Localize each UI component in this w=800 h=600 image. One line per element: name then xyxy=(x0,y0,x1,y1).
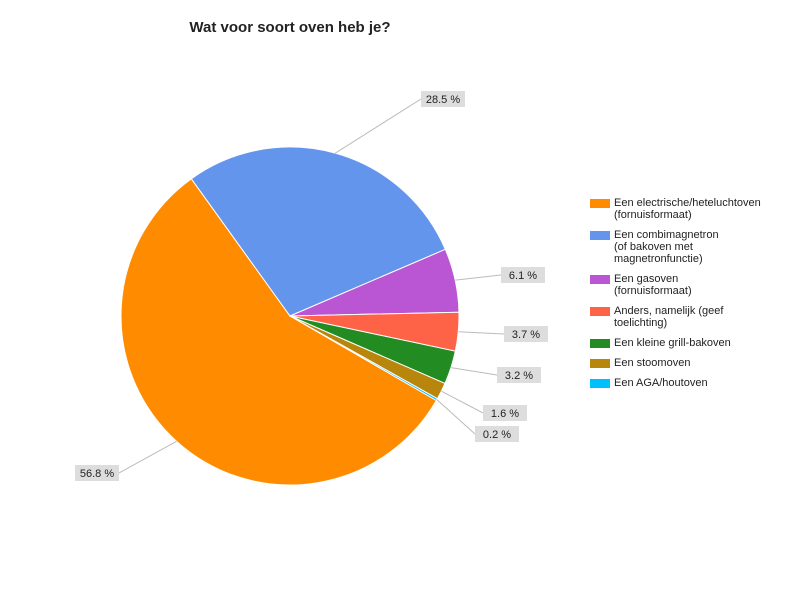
leader-line xyxy=(436,399,478,435)
legend-label: Een kleine grill-bakoven xyxy=(614,337,731,349)
label-box xyxy=(501,267,545,283)
legend-item: Een kleine grill-bakoven xyxy=(590,337,774,349)
legend-item: Een combimagnetron (of bakoven met magne… xyxy=(590,229,774,265)
data-label: 56.8 % xyxy=(80,468,114,480)
legend-item: Een stoomoven xyxy=(590,357,774,369)
legend-item: Een electrische/heteluchtoven (fornuisfo… xyxy=(590,197,774,221)
data-label: 6.1 % xyxy=(509,270,537,282)
legend-item: Een gasoven (fornuisformaat) xyxy=(590,273,774,297)
legend-swatch xyxy=(590,275,610,284)
legend-swatch xyxy=(590,339,610,348)
label-box xyxy=(483,405,527,421)
legend-label: Een stoomoven xyxy=(614,357,691,369)
leader-line xyxy=(458,331,507,335)
legend-label: Anders, namelijk (geef toelichting) xyxy=(614,305,724,329)
label-box xyxy=(75,465,119,481)
leader-line xyxy=(334,98,424,154)
legend-item: Anders, namelijk (geef toelichting) xyxy=(590,305,774,329)
label-box xyxy=(504,326,548,342)
legend-label: Een combimagnetron (of bakoven met magne… xyxy=(614,229,719,265)
legend-swatch xyxy=(590,307,610,316)
legend-swatch xyxy=(590,359,610,368)
legend-swatch xyxy=(590,199,610,208)
leader-line xyxy=(450,367,500,376)
label-box xyxy=(497,367,541,383)
leader-line xyxy=(455,274,504,281)
label-box xyxy=(475,426,519,442)
legend: Een electrische/heteluchtoven (fornuisfo… xyxy=(590,197,774,389)
legend-label: Een electrische/heteluchtoven (fornuisfo… xyxy=(614,197,761,221)
data-label: 28.5 % xyxy=(426,94,460,106)
chart-title: Wat voor soort oven heb je? xyxy=(189,19,390,36)
data-label: 0.2 % xyxy=(483,429,511,441)
label-box xyxy=(421,91,465,107)
legend-swatch xyxy=(590,379,610,388)
data-label: 3.2 % xyxy=(505,370,533,382)
legend-label: Een gasoven (fornuisformaat) xyxy=(614,273,692,297)
leader-line xyxy=(116,440,177,474)
data-label: 1.6 % xyxy=(491,408,519,420)
legend-label: Een AGA/houtoven xyxy=(614,377,708,389)
data-label: 3.7 % xyxy=(512,329,540,341)
legend-item: Een AGA/houtoven xyxy=(590,377,774,389)
legend-swatch xyxy=(590,231,610,240)
